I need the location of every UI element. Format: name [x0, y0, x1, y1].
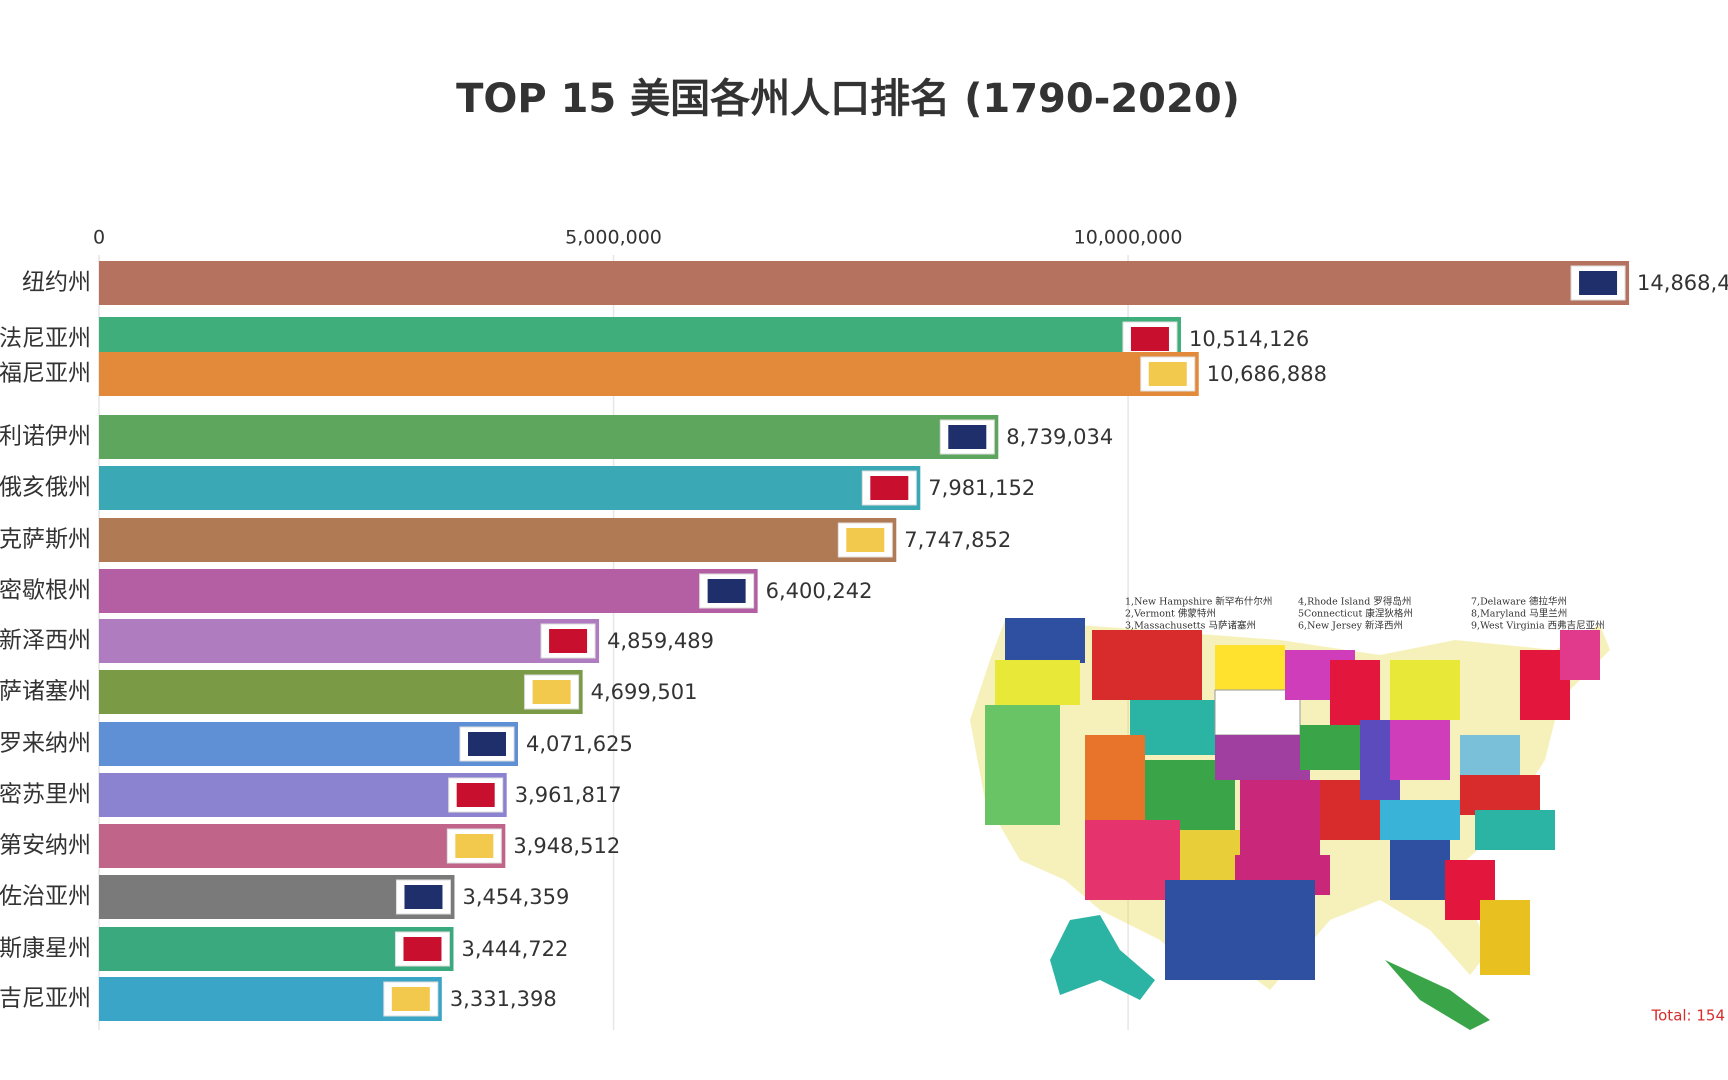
- map-note: 6,New Jersey 新泽西州: [1298, 620, 1403, 632]
- value-label: 4,071,625: [526, 732, 633, 756]
- flag-emblem: [391, 987, 430, 1011]
- category-label: 克萨斯州: [0, 527, 91, 553]
- flag-emblem: [707, 579, 746, 603]
- value-label: 3,961,817: [515, 783, 622, 807]
- bar: [99, 352, 1199, 396]
- total-label: Total: 154: [1651, 1007, 1725, 1025]
- value-label: 4,699,501: [591, 680, 698, 704]
- value-label: 3,331,398: [450, 987, 557, 1011]
- bar: [99, 670, 583, 714]
- flag-emblem: [1130, 327, 1169, 351]
- flag-emblem: [467, 732, 506, 756]
- bars: 14,868,49 纽约州 10,514,126 法尼亚州 10,686,888 福尼亚州…: [0, 261, 1728, 1021]
- flag-emblem: [870, 476, 909, 500]
- x-tick-label: 5,000,000: [565, 227, 662, 249]
- x-tick-label: 0: [93, 227, 105, 249]
- flag-emblem: [532, 680, 571, 704]
- value-label: 10,514,126: [1189, 327, 1309, 351]
- value-label: 3,454,359: [462, 885, 569, 909]
- flag-emblem: [404, 885, 443, 909]
- category-label: 福尼亚州: [0, 361, 91, 387]
- category-label: 利诺伊州: [0, 424, 91, 450]
- flag-emblem: [549, 629, 588, 653]
- category-label: 斯康星州: [0, 936, 91, 962]
- category-label: 佐治亚州: [0, 884, 91, 910]
- value-label: 6,400,242: [766, 579, 873, 603]
- map-note: 5Connecticut 康涅狄格州: [1298, 608, 1413, 620]
- flag-emblem: [948, 425, 987, 449]
- map-note: 9,West Virginia 西弗吉尼亚州: [1471, 620, 1605, 632]
- map-note: 8,Maryland 马里兰州: [1471, 608, 1567, 620]
- category-label: 新泽西州: [0, 628, 91, 654]
- bar: [99, 466, 921, 510]
- flag-emblem: [846, 528, 885, 552]
- flag-emblem: [403, 937, 442, 961]
- value-label: 3,444,722: [461, 937, 568, 961]
- map-note: 2,Vermont 佛蒙特州: [1125, 608, 1216, 620]
- x-tick-label: 10,000,000: [1074, 227, 1183, 249]
- flag-emblem: [455, 834, 494, 858]
- bar: [99, 261, 1630, 305]
- value-label: 7,747,852: [904, 528, 1011, 552]
- bar: [99, 824, 506, 868]
- bar: [99, 569, 758, 613]
- category-label: 萨诸塞州: [0, 679, 91, 705]
- category-label: 纽约州: [22, 270, 91, 296]
- category-label: 罗来纳州: [0, 731, 91, 757]
- category-label: 密歇根州: [0, 578, 91, 604]
- us-map: [970, 618, 1610, 1030]
- flag-emblem: [1579, 271, 1618, 295]
- flag-emblem: [456, 783, 495, 807]
- value-label: 8,739,034: [1006, 425, 1113, 449]
- bar: [99, 619, 600, 663]
- bar: [99, 415, 999, 459]
- bar: [99, 518, 897, 562]
- chart-title: TOP 15 美国各州人口排名 (1790-2020): [456, 76, 1240, 122]
- category-label: 密苏里州: [0, 782, 91, 808]
- category-label: 法尼亚州: [0, 326, 91, 352]
- map-note: 1,New Hampshire 新罕布什尔州: [1125, 596, 1272, 608]
- flag-emblem: [1148, 362, 1187, 386]
- value-label: 4,859,489: [607, 629, 714, 653]
- bar: [99, 773, 507, 817]
- value-label: 7,981,152: [928, 476, 1035, 500]
- bar: [99, 722, 518, 766]
- map-note: 7,Delaware 德拉华州: [1471, 596, 1567, 608]
- bar: [99, 875, 455, 919]
- value-label: 14,868,49: [1637, 271, 1728, 295]
- category-label: 第安纳州: [0, 833, 91, 859]
- value-label: 10,686,888: [1207, 362, 1327, 386]
- category-label: 吉尼亚州: [0, 986, 91, 1012]
- value-label: 3,948,512: [513, 834, 620, 858]
- map-note: 3,Massachusetts 马萨诸塞州: [1125, 620, 1256, 632]
- category-label: 俄亥俄州: [0, 475, 91, 501]
- bar: [99, 927, 454, 971]
- map-note: 4,Rhode Island 罗得岛州: [1298, 596, 1411, 608]
